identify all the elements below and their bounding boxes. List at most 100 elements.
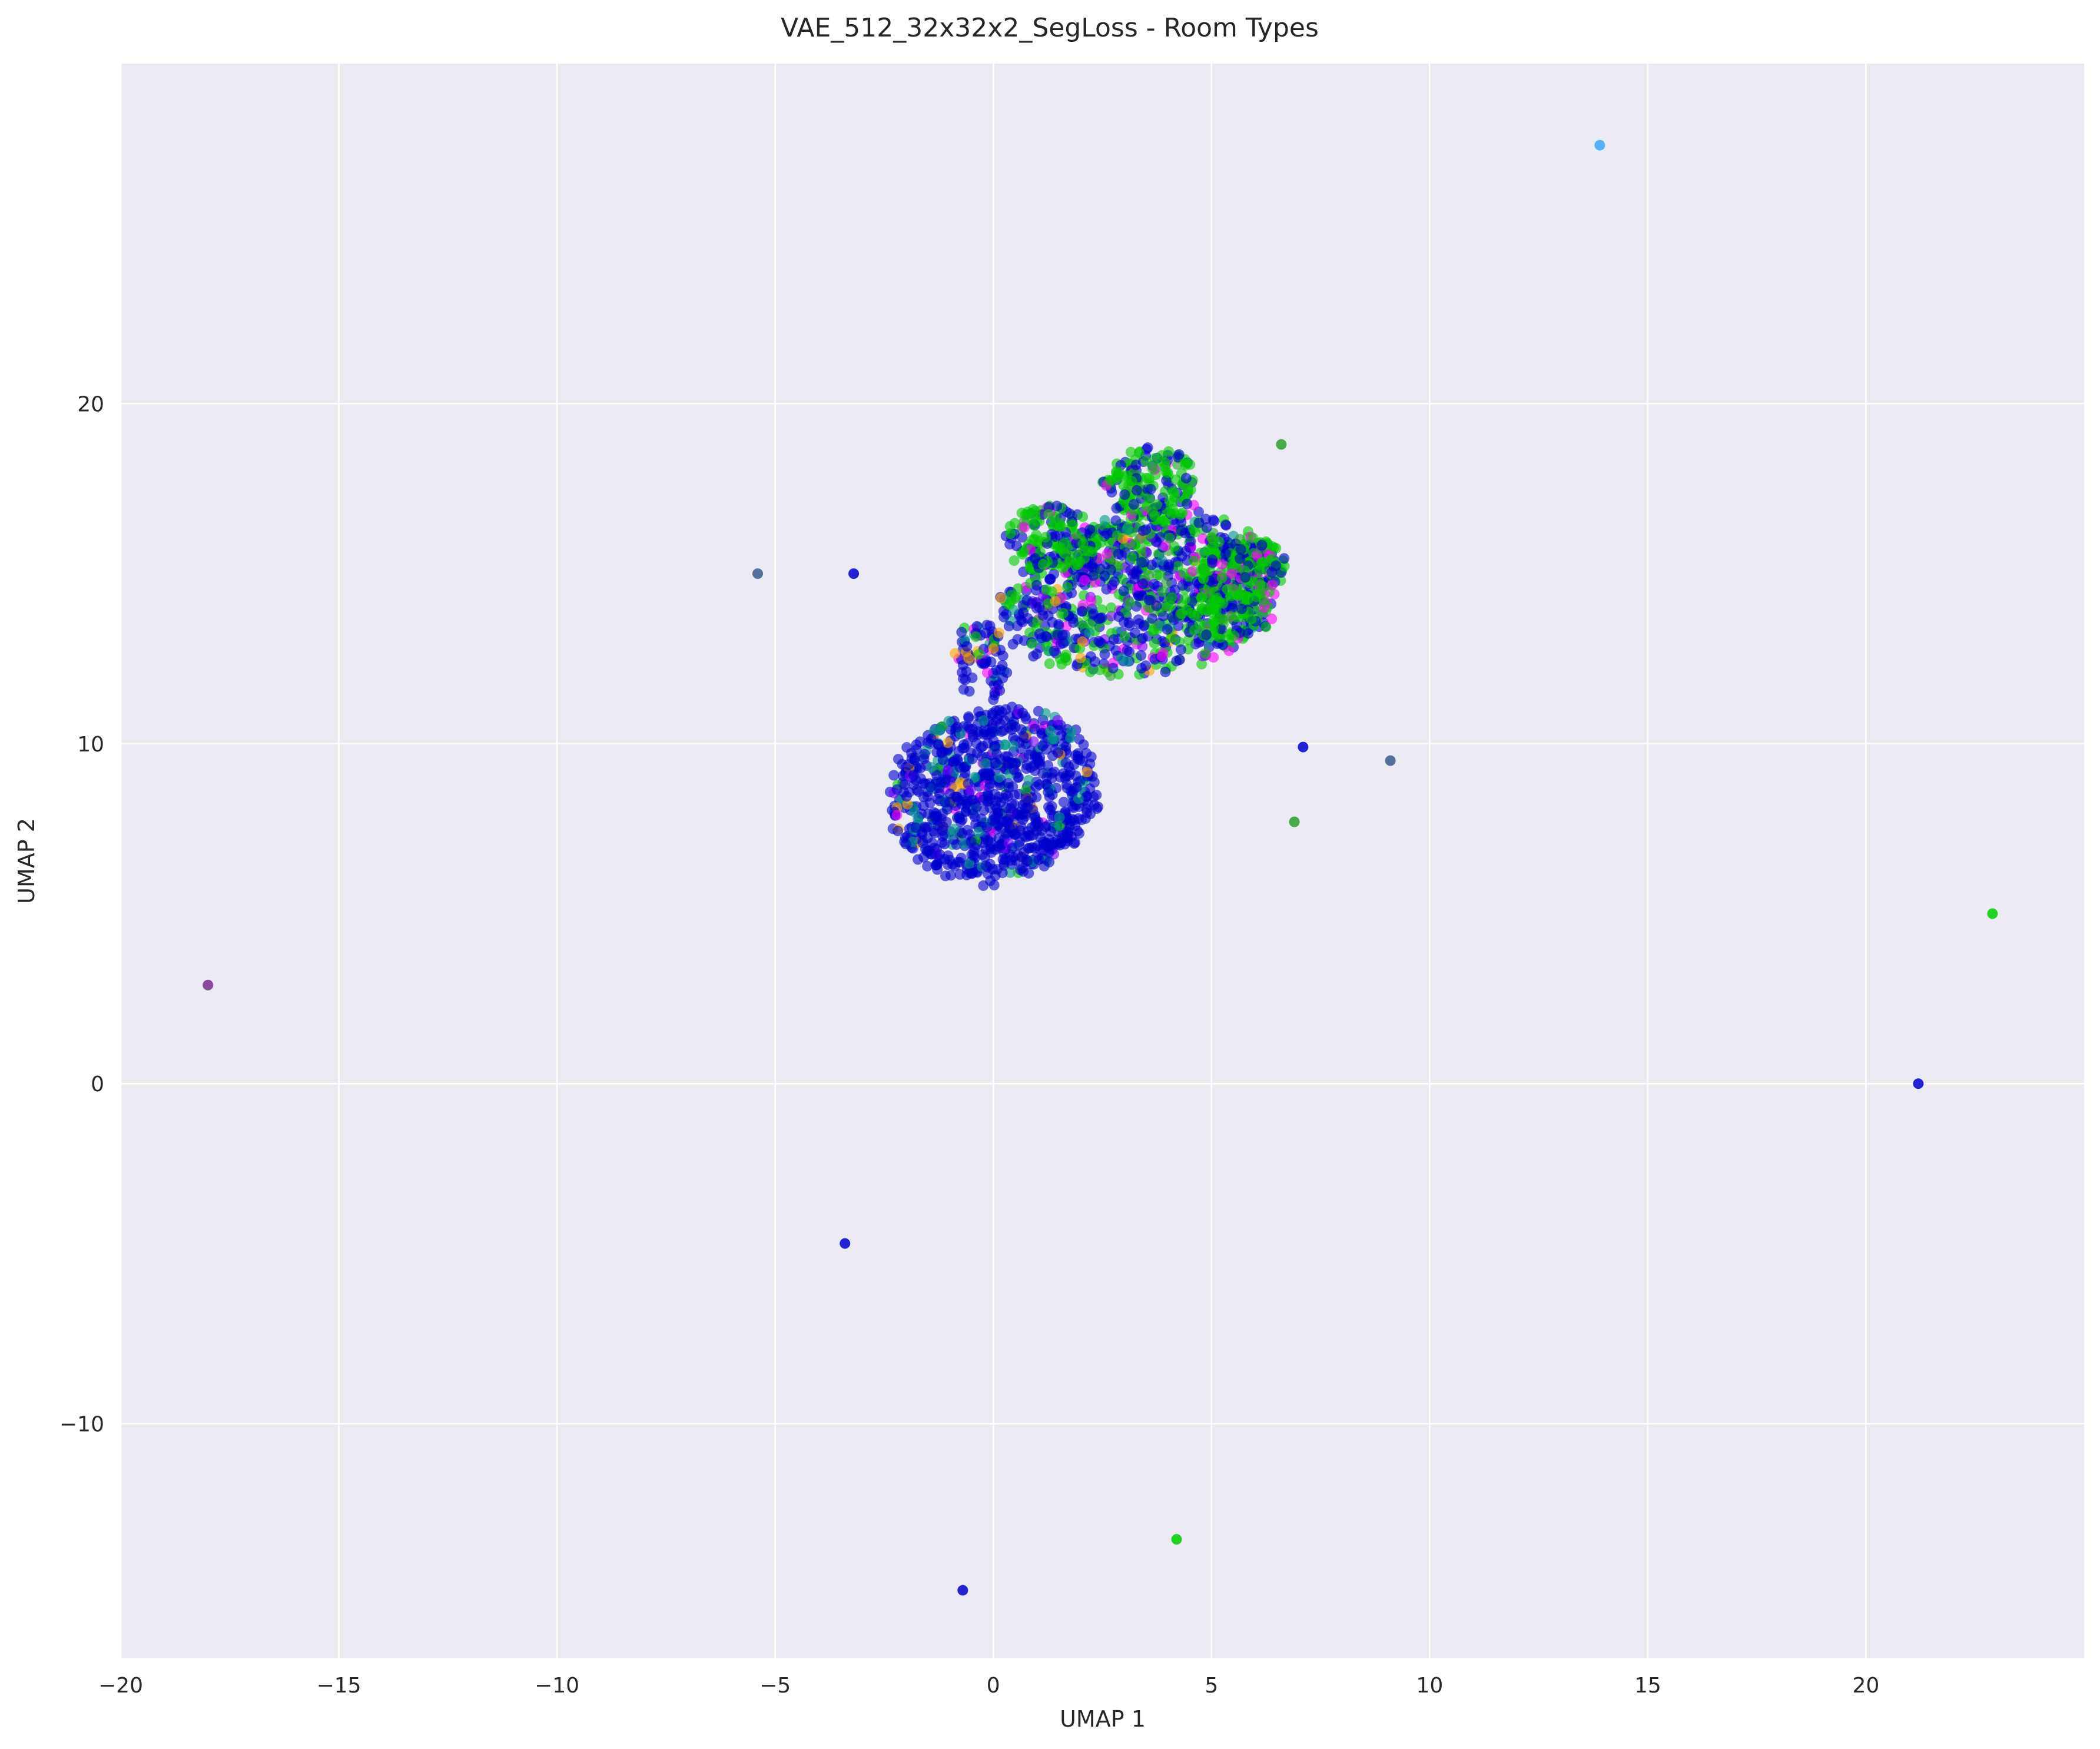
scatter-point (940, 870, 951, 882)
scatter-point (1169, 541, 1180, 552)
scatter-point (971, 621, 983, 632)
scatter-point (981, 667, 993, 678)
x-tick-label: −5 (759, 1674, 791, 1698)
scatter-point (1010, 828, 1021, 839)
scatter-point (1126, 552, 1137, 563)
scatter-point (927, 837, 938, 849)
scatter-point (1143, 594, 1154, 605)
scatter-point (1069, 759, 1080, 770)
scatter-point (1194, 618, 1205, 630)
scatter-point (1151, 600, 1162, 611)
scatter-point (1085, 666, 1096, 677)
scatter-point (1023, 830, 1034, 841)
scatter-point (1003, 621, 1014, 632)
scatter-point (1023, 749, 1034, 760)
scatter-point (1201, 522, 1212, 533)
scatter-point (1043, 509, 1054, 520)
scatter-point (1003, 757, 1014, 768)
scatter-point (1240, 572, 1251, 583)
scatter-point (1200, 648, 1211, 659)
scatter-point (1043, 787, 1054, 798)
scatter-point (1157, 586, 1168, 597)
scatter-point (1015, 864, 1026, 875)
scatter-point (1176, 551, 1187, 562)
scatter-point (888, 770, 900, 781)
scatter-point (1161, 475, 1172, 486)
scatter-point (1040, 822, 1051, 833)
scatter-point (1131, 566, 1142, 577)
scatter-point (1185, 536, 1196, 547)
scatter-point (1185, 607, 1196, 618)
scatter-point (1017, 617, 1028, 628)
scatter-point (1031, 648, 1042, 660)
scatter-point (1182, 498, 1193, 509)
y-tick-label: 20 (77, 392, 104, 416)
scatter-point (1026, 598, 1037, 609)
scatter-point (1176, 525, 1187, 536)
scatter-point (966, 836, 977, 847)
scatter-point (1122, 524, 1133, 535)
scatter-point (910, 822, 921, 833)
scatter-point (1037, 559, 1049, 570)
scatter-point (1213, 536, 1225, 547)
scatter-point (1256, 557, 1268, 568)
scatter-point (1140, 456, 1152, 467)
scatter-point (988, 726, 999, 737)
scatter-point (1067, 613, 1079, 624)
scatter-point (1081, 807, 1093, 818)
scatter-point (968, 850, 979, 862)
scatter-point (891, 809, 903, 820)
scatter-point (1004, 711, 1015, 722)
scatter-point (968, 809, 978, 820)
scatter-point (917, 837, 928, 849)
scatter-point (1149, 638, 1160, 649)
scatter-point (1217, 598, 1229, 609)
scatter-point (1033, 816, 1044, 827)
scatter-point (1017, 600, 1029, 611)
scatter-point (1193, 517, 1205, 528)
data-points (884, 442, 1290, 891)
scatter-point (1260, 621, 1272, 632)
scatter-point (1154, 532, 1166, 543)
outlier-point (1171, 1533, 1182, 1545)
scatter-point (1248, 532, 1259, 544)
scatter-point (1156, 650, 1167, 661)
scatter-point (943, 765, 954, 776)
scatter-point (1229, 630, 1240, 641)
scatter-point (1163, 446, 1175, 457)
scatter-point (981, 620, 993, 631)
scatter-point (994, 780, 1006, 791)
scatter-point (1147, 613, 1158, 624)
scatter-point (976, 813, 987, 824)
scatter-point (1122, 645, 1133, 656)
x-tick-label: 5 (1205, 1674, 1218, 1698)
scatter-point (1054, 541, 1066, 552)
scatter-point (1225, 591, 1236, 601)
scatter-point (964, 858, 975, 869)
scatter-point (1187, 566, 1198, 577)
scatter-point (1173, 449, 1185, 460)
y-tick-label: −10 (59, 1413, 104, 1437)
scatter-point (970, 631, 981, 642)
scatter-point (998, 725, 1009, 736)
scatter-point (1118, 585, 1129, 597)
scatter-point (1135, 543, 1146, 554)
x-tick-label: 10 (1416, 1674, 1443, 1698)
scatter-point (1028, 736, 1039, 747)
x-axis-label: UMAP 1 (1060, 1706, 1146, 1732)
scatter-point (1165, 600, 1176, 611)
scatter-point (1226, 568, 1238, 579)
scatter-point (1044, 658, 1055, 669)
scatter-point (926, 762, 937, 773)
outlier-point (1298, 741, 1309, 753)
scatter-point (1034, 779, 1045, 790)
scatter-point (998, 816, 1009, 827)
scatter-point (1044, 804, 1056, 816)
scatter-point (931, 811, 943, 822)
scatter-point (1037, 610, 1049, 621)
scatter-point (957, 814, 968, 825)
scatter-point (1074, 828, 1085, 839)
scatter-point (1216, 572, 1228, 584)
scatter-point (1176, 644, 1186, 655)
